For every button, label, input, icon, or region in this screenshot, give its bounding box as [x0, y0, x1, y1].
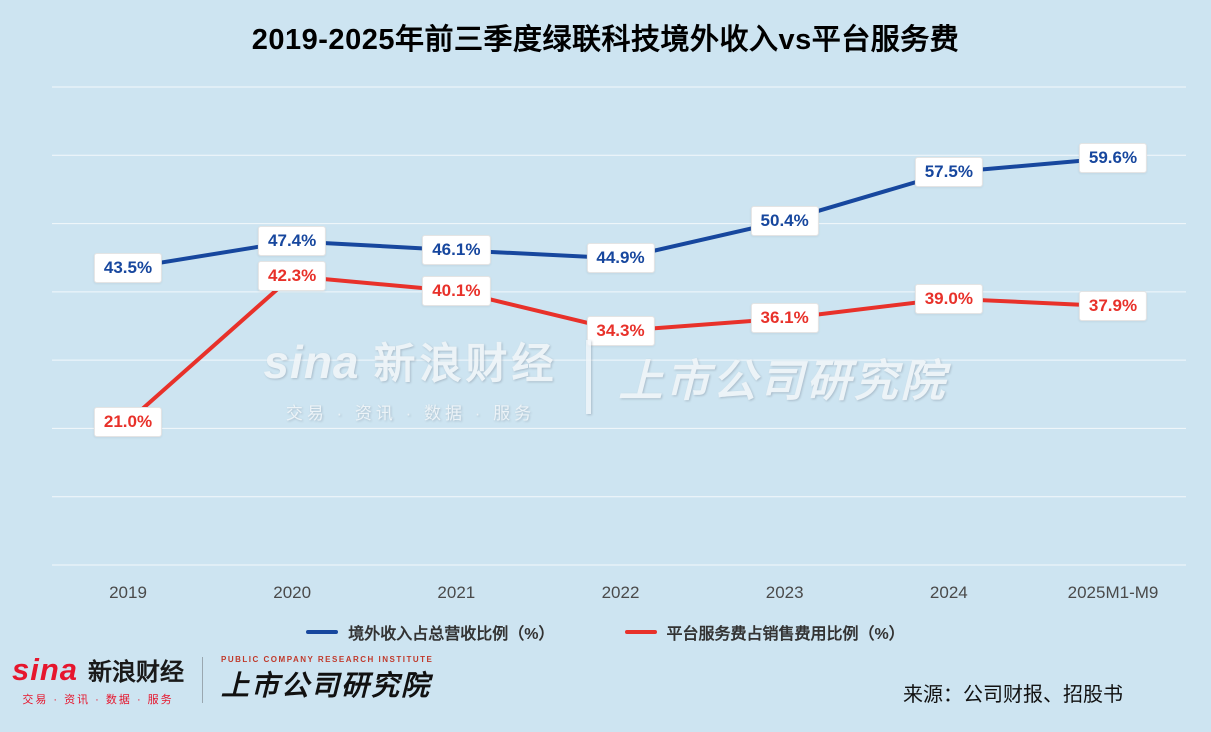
institute-name-en: PUBLIC COMPANY RESEARCH INSTITUTE	[221, 655, 434, 664]
institute-watermark: 上市公司研究院	[618, 357, 948, 406]
data-label: 42.3%	[258, 261, 327, 292]
legend-swatch-blue-line	[306, 630, 339, 634]
data-label: 21.0%	[93, 406, 163, 437]
footer-branding: sina 新浪财经 交易 · 资讯 · 数据 · 服务 PUBLIC COMPA…	[12, 652, 433, 707]
data-source-note: 来源：公司财报、招股书	[903, 684, 1123, 706]
data-label: 50.4%	[750, 205, 819, 236]
x-axis-label: 2023	[765, 583, 804, 602]
institute-name-cn: 上市公司研究院	[221, 670, 432, 701]
footer-divider	[202, 656, 204, 703]
data-label: 59.6%	[1078, 143, 1148, 174]
data-label: 57.5%	[914, 157, 983, 188]
data-label: 40.1%	[422, 276, 491, 307]
data-label: 37.9%	[1078, 291, 1148, 322]
x-axis-label: 2024	[929, 583, 968, 602]
data-label: 43.5%	[93, 252, 163, 283]
x-axis-label: 2022	[601, 583, 640, 602]
sina-logo: sina	[12, 652, 79, 687]
institute-logo-block: PUBLIC COMPANY RESEARCH INSTITUTE 上市公司研究…	[221, 655, 433, 704]
legend-item-platform-fee[interactable]: 平台服务费占销售费用比例（%）	[624, 620, 905, 644]
legend-swatch-red-line	[624, 630, 657, 634]
sina-logo-watermark: sina	[263, 336, 360, 388]
series-line-0	[126, 156, 1115, 270]
chart-title: 2019-2025年前三季度绿联科技境外收入vs平台服务费	[251, 24, 960, 56]
watermark: sina 新浪财经 交易 · 资讯 · 数据 · 服务 上市公司研究院	[0, 330, 1211, 424]
sina-finance-label: 新浪财经	[88, 659, 185, 686]
legend-item-overseas-revenue[interactable]: 境外收入占总营收比例（%）	[306, 620, 555, 644]
sina-logo-block: sina 新浪财经 交易 · 资讯 · 数据 · 服务	[12, 652, 184, 707]
watermark-divider	[585, 340, 591, 414]
legend-label: 平台服务费占销售费用比例（%）	[666, 626, 905, 643]
x-axis-label: 2025M1-M9	[1067, 583, 1159, 602]
legend: 境外收入占总营收比例（%） 平台服务费占销售费用比例（%）	[0, 620, 1211, 644]
data-label: 47.4%	[258, 226, 327, 257]
data-label: 44.9%	[586, 243, 655, 274]
data-label: 39.0%	[914, 283, 983, 314]
data-label: 46.1%	[422, 235, 491, 266]
data-label: 34.3%	[586, 315, 655, 346]
legend-label: 境外收入占总营收比例（%）	[348, 626, 555, 643]
sina-tagline-watermark: 交易 · 资讯 · 数据 · 服务	[285, 404, 536, 423]
sina-tagline: 交易 · 资讯 · 数据 · 服务	[22, 694, 174, 706]
watermark-sina-block: sina 新浪财经 交易 · 资讯 · 数据 · 服务	[263, 330, 557, 424]
sina-finance-watermark: 新浪财经	[373, 340, 558, 387]
x-axis-label: 2021	[437, 583, 476, 602]
x-axis-label: 2019	[109, 583, 147, 602]
x-axis-label: 2020	[273, 583, 312, 602]
data-label: 36.1%	[750, 303, 819, 334]
series-line-1	[126, 274, 1115, 424]
